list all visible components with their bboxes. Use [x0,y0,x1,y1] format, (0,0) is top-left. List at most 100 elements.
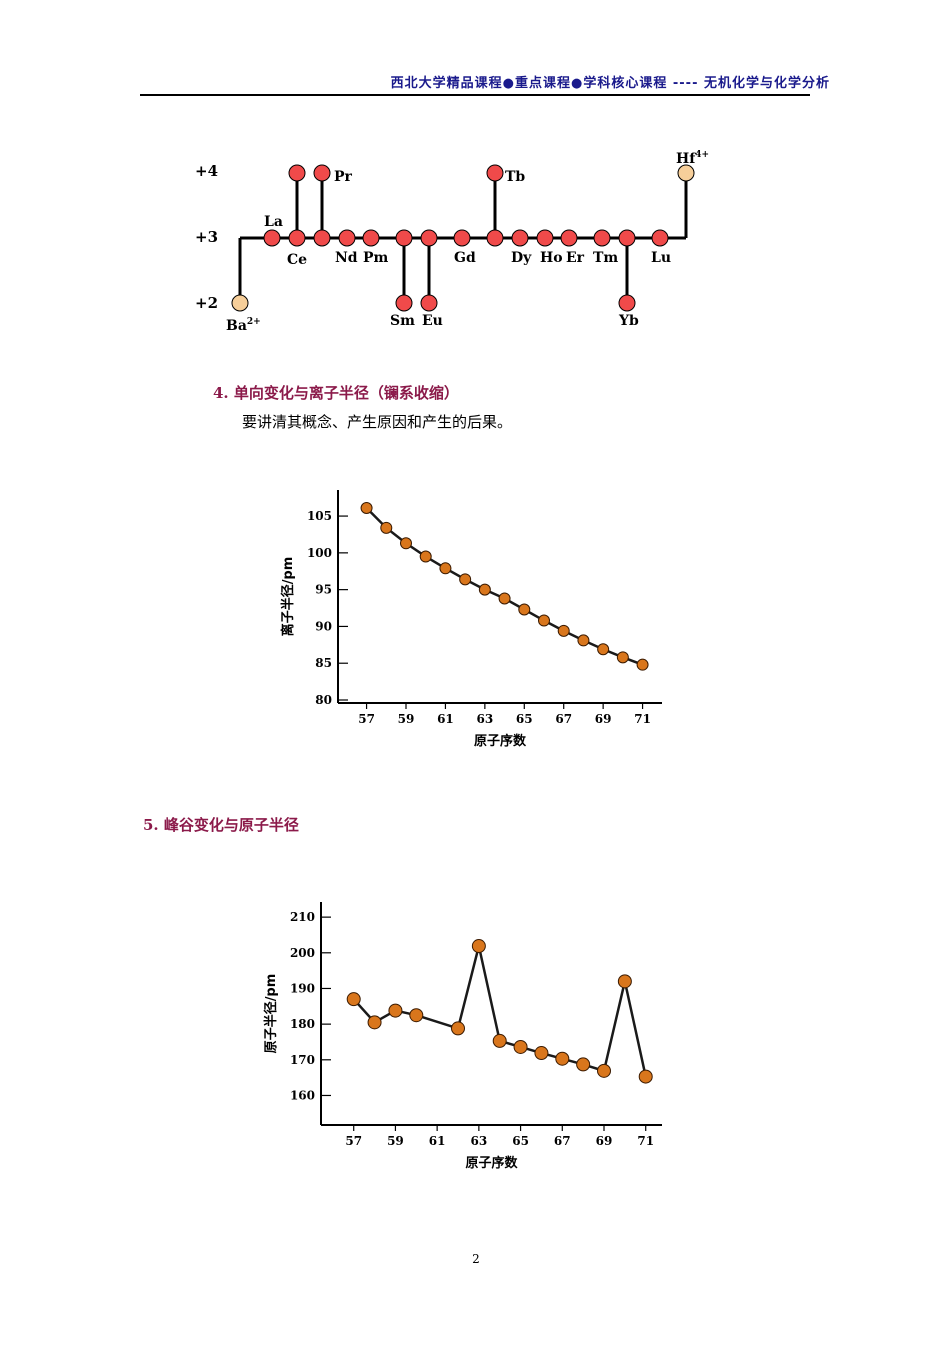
y-axis-label: 原子半径/pm [263,974,279,1054]
data-point [367,1015,382,1030]
x-tick-label: 65 [516,712,533,726]
data-point [380,521,393,534]
y-axis-label: 离子半径/pm [280,557,296,637]
data-point [419,550,432,563]
y-tick-label: 210 [290,910,315,924]
data-point [471,939,486,954]
dot-eu-2 [420,294,438,312]
dot-nd-3 [338,229,356,247]
element-label-sm: Sm [390,313,415,329]
data-point [346,992,361,1007]
data-point [557,624,570,637]
y-tick-label: 190 [290,981,315,995]
x-tick-label: 59 [387,1134,404,1148]
dot-yb-2 [618,294,636,312]
x-tick-label: 71 [637,1134,654,1148]
data-point [617,974,632,989]
element-label-pr: Pr [334,169,353,185]
level-label-plus4: +4 [195,162,218,180]
element-label-dy: Dy [511,250,532,266]
x-tick-label: 67 [554,1134,571,1148]
dot-eu-3 [420,229,438,247]
data-point [492,1033,507,1048]
y-tick-label: 180 [290,1017,315,1031]
dot-ce-4 [288,164,306,182]
y-tick-label: 160 [290,1088,315,1102]
dot-tb-4 [486,164,504,182]
element-label-pm: Pm [363,250,389,266]
data-point [577,634,590,647]
data-point [638,1069,653,1084]
dot-sm-3 [395,229,413,247]
dot-pr-3 [313,229,331,247]
x-axis-label: 原子序数 [474,733,527,749]
section4-body: 要讲清其概念、产生原因和产生的后果。 [242,413,513,431]
y-tick-label: 105 [307,509,332,523]
y-tick-label: 200 [290,946,315,960]
data-point [576,1057,591,1072]
dot-tb-3 [486,229,504,247]
x-tick-label: 69 [595,712,612,726]
element-label-er: Er [566,250,585,266]
element-label-eu: Eu [422,313,443,329]
x-tick-label: 63 [471,1134,488,1148]
y-tick-label: 90 [315,619,332,633]
level-label-plus2: +2 [195,294,218,312]
data-point [459,573,472,586]
data-point [478,583,491,596]
ba-dot [231,294,249,312]
data-point [388,1003,403,1018]
y-tick-label: 85 [315,656,332,670]
hf-label: Hf4+ [676,150,709,167]
dot-dy-3 [511,229,529,247]
dot-yb-3 [618,229,636,247]
section5-title: 5. 峰谷变化与原子半径 [143,816,299,834]
data-point [439,562,452,575]
dot-ce-3 [288,229,306,247]
data-point [360,501,373,514]
x-tick-label: 57 [345,1134,362,1148]
x-tick-label: 61 [437,712,454,726]
x-tick-label: 61 [429,1134,446,1148]
element-label-ce: Ce [287,252,307,268]
element-label-tb: Tb [505,169,525,185]
level-label-plus3: +3 [195,228,218,246]
data-point [409,1008,424,1023]
header-rule [140,94,810,96]
dot-pm-3 [362,229,380,247]
dot-lu-3 [651,229,669,247]
ba-label: Ba2+ [226,317,261,334]
dot-ho-3 [536,229,554,247]
diagram-dots [231,164,695,312]
element-label-ho: Ho [540,250,563,266]
data-point [636,658,649,671]
section4-title: 4. 单向变化与离子半径（镧系收缩） [213,384,459,402]
element-label-gd: Gd [454,250,476,266]
diagram-lines [238,173,688,303]
data-point [451,1021,465,1036]
element-label-la: La [264,214,283,230]
x-axis-label: 原子序数 [465,1155,518,1171]
dot-la-3 [263,229,281,247]
data-point [498,592,511,605]
data-point [555,1051,570,1066]
data-point [400,537,412,550]
y-tick-label: 95 [315,583,332,597]
y-tick-label: 170 [290,1053,315,1067]
data-point [597,1063,611,1078]
page-header: 西北大学精品课程●重点课程●学科核心课程 ---- 无机化学与化学分析 [390,76,830,91]
data-point [518,603,531,616]
data-point [513,1039,528,1054]
data-point [597,643,610,656]
y-tick-label: 80 [315,693,332,707]
dot-sm-2 [395,294,413,312]
element-label-tm: Tm [593,250,618,266]
x-tick-label: 71 [634,712,651,726]
element-label-lu: Lu [651,250,671,266]
hf-dot [677,164,695,182]
dot-er-3 [560,229,578,247]
x-tick-label: 65 [512,1134,529,1148]
diagram-labels: La Ce Pr Nd Pm Sm Eu Gd Tb Dy Ho Er Tm Yb Lu [264,169,671,329]
